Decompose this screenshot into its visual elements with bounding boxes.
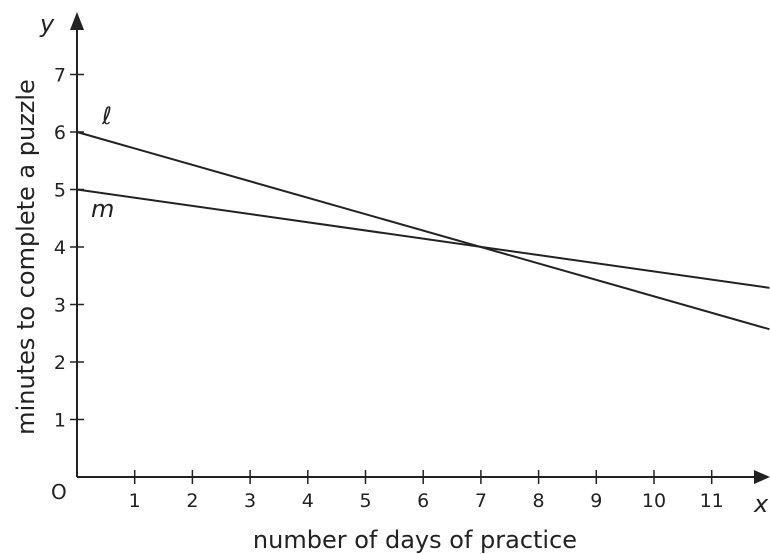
y-axis-arrowhead [70, 12, 84, 30]
x-axis-title: number of days of practice [253, 526, 577, 554]
y-tick-label-7: 7 [54, 65, 66, 87]
y-tick-label-6: 6 [54, 122, 66, 144]
x-tick-label-3: 3 [244, 490, 256, 512]
line-l [76, 131, 770, 331]
x-tick-label-10: 10 [642, 490, 666, 512]
x-tick-label-1: 1 [129, 490, 141, 512]
x-axis-variable: x [753, 490, 769, 518]
y-axis-variable: y [39, 10, 55, 38]
x-axis-arrowhead [754, 470, 770, 484]
y-tick-label-4: 4 [54, 237, 66, 259]
y-tick-label-2: 2 [54, 352, 66, 374]
x-tick-label-4: 4 [302, 490, 314, 512]
line-m [76, 188, 770, 289]
y-tick-label-5: 5 [54, 180, 66, 202]
x-tick-label-9: 9 [590, 490, 602, 512]
y-axis-title: minutes to complete a puzzle [12, 79, 40, 435]
origin-label: O [51, 480, 67, 504]
x-tick-label-5: 5 [359, 490, 371, 512]
series-lines [76, 131, 770, 331]
y-tick-label-1: 1 [54, 410, 66, 432]
x-tick-label-2: 2 [186, 490, 198, 512]
x-tick-label-11: 11 [700, 490, 724, 512]
x-tick-label-8: 8 [533, 490, 545, 512]
axes [70, 12, 770, 484]
line-l-label: ℓ [101, 102, 112, 130]
y-tick-label-3: 3 [54, 295, 66, 317]
x-tick-label-7: 7 [475, 490, 487, 512]
line-m-label: m [91, 195, 114, 223]
x-tick-label-6: 6 [417, 490, 429, 512]
